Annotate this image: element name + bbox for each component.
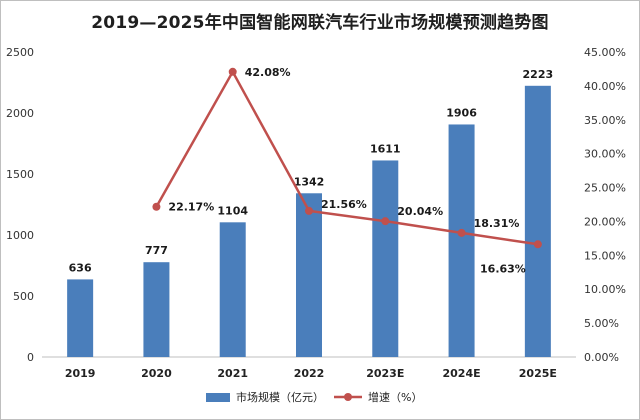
bar-value-label: 636 (69, 261, 92, 274)
y-right-tick-label: 25.00% (584, 182, 626, 195)
bar-value-label: 777 (145, 244, 168, 257)
y-right-tick-label: 5.00% (584, 317, 619, 330)
y-left-tick-label: 1500 (6, 168, 34, 181)
bar-value-label: 2223 (523, 68, 554, 81)
legend-label-bar: 市场规模（亿元） (236, 390, 324, 404)
bar (296, 193, 322, 357)
bar-value-label: 1906 (446, 106, 477, 119)
y-left-tick-label: 2000 (6, 107, 34, 120)
y-left-tick-label: 2500 (6, 46, 34, 59)
y-left-tick-label: 1000 (6, 229, 34, 242)
growth-value-label: 18.31% (474, 217, 520, 230)
x-tick-label: 2023E (366, 367, 404, 380)
bar-value-label: 1104 (217, 204, 248, 217)
growth-value-label: 42.08% (245, 66, 291, 79)
y-right-tick-label: 20.00% (584, 215, 626, 228)
legend-swatch-bar (206, 393, 230, 402)
y-right-tick-label: 0.00% (584, 351, 619, 364)
growth-value-label: 20.04% (397, 205, 443, 218)
legend-swatch-marker (344, 393, 352, 401)
x-tick-label: 2019 (65, 367, 96, 380)
bar (524, 85, 551, 357)
legend-label-line: 增速（%） (368, 390, 422, 404)
y-right-tick-label: 35.00% (584, 114, 626, 127)
y-right-tick-label: 40.00% (584, 80, 626, 93)
x-tick-label: 2025E (519, 367, 557, 380)
bar-value-label: 1611 (370, 142, 401, 155)
growth-value-label: 22.17% (168, 201, 214, 214)
growth-point (152, 202, 161, 211)
bar (372, 160, 399, 357)
x-tick-label: 2021 (217, 367, 248, 380)
growth-value-label: 16.63% (480, 262, 526, 275)
bar (219, 222, 246, 357)
growth-point (457, 228, 466, 237)
chart-title: 2019—2025年中国智能网联汽车行业市场规模预测趋势图 (91, 13, 549, 33)
growth-point (533, 240, 542, 249)
growth-line (155, 69, 539, 246)
growth-point (305, 206, 313, 215)
bar-value-label: 1342 (294, 175, 325, 188)
x-tick-label: 2020 (141, 367, 172, 380)
y-left-tick-label: 500 (13, 290, 34, 303)
bar (143, 262, 170, 357)
y-left-tick-label: 0 (27, 351, 34, 364)
growth-point (381, 217, 390, 226)
growth-point (228, 67, 237, 76)
growth-value-label: 21.56% (321, 198, 367, 211)
bar (448, 124, 475, 357)
bar (67, 279, 94, 357)
y-right-tick-label: 10.00% (584, 283, 626, 296)
x-tick-label: 2024E (443, 367, 481, 380)
y-right-tick-label: 15.00% (584, 249, 626, 262)
x-tick-label: 2022 (294, 367, 325, 380)
y-right-tick-label: 30.00% (584, 148, 626, 161)
y-right-tick-label: 45.00% (584, 46, 626, 59)
